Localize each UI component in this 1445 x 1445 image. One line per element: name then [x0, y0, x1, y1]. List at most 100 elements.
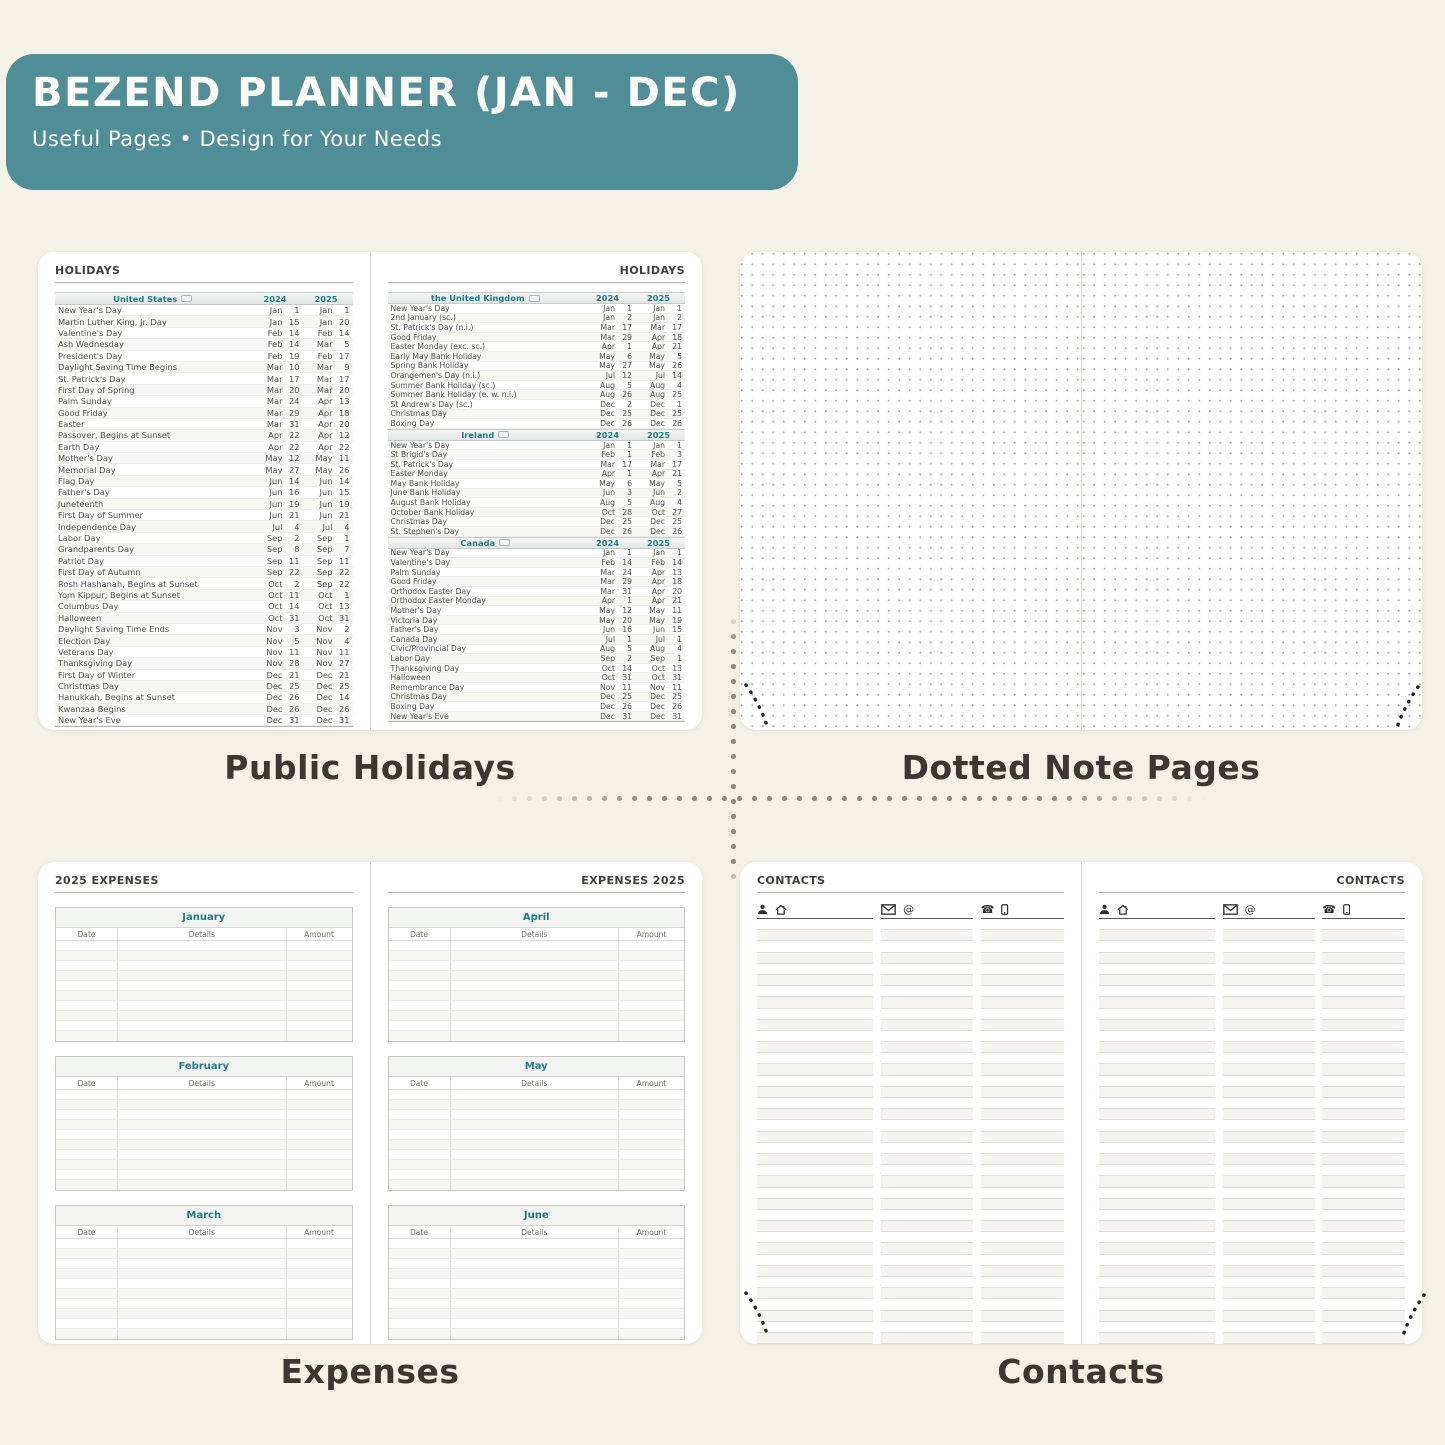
holiday-row: Hanukkah, Begins at Sunset Dec 26 Dec 14	[55, 692, 353, 704]
holiday-day-2025: 1	[677, 399, 682, 409]
contact-line	[1222, 1064, 1315, 1076]
expense-cell	[619, 1031, 684, 1041]
expense-cell	[56, 1001, 119, 1010]
holiday-row: Orthodox Easter Monday Apr 1 Apr 21	[387, 596, 685, 607]
contact-line	[1222, 1076, 1315, 1087]
holiday-month-2025: Jan	[319, 305, 333, 316]
holiday-name: Father's Day	[58, 487, 110, 498]
holiday-year-2025: 2025	[646, 293, 671, 303]
holiday-name: Labor Day	[390, 653, 430, 663]
holiday-day-2024: 31	[622, 711, 632, 721]
holiday-month-2025: Apr	[651, 469, 665, 479]
contact-line	[980, 952, 1064, 964]
contact-line	[1322, 1198, 1405, 1210]
holiday-day-2024: 2	[627, 313, 632, 323]
mail-icon	[881, 904, 896, 915]
holiday-day-2024: 1	[627, 450, 632, 460]
contacts-spread: CONTACTS @ ☎ CONTACTS @ ☎	[740, 862, 1422, 1344]
holiday-day-2024: 6	[627, 478, 632, 488]
caption-dotted-note-pages: Dotted Note Pages	[901, 748, 1261, 787]
region-flag-icon	[181, 295, 193, 302]
expense-row	[56, 1130, 352, 1140]
holiday-day-2024: 5	[294, 635, 300, 646]
holiday-month-2024: Apr	[601, 342, 615, 352]
expense-column-header: Amount	[636, 1228, 667, 1237]
expense-row	[56, 1259, 352, 1269]
contact-line	[1222, 1109, 1315, 1121]
holiday-day-2024: 2	[627, 653, 632, 663]
expense-row	[56, 1329, 352, 1339]
expense-cell	[287, 1170, 352, 1179]
holiday-region-label: the United Kingdom	[430, 293, 525, 303]
holiday-row: St Brigid's Day Feb 1 Feb 3	[387, 450, 685, 460]
holiday-month-2024: Nov	[266, 624, 283, 635]
contact-line	[1222, 964, 1315, 975]
expense-cell	[287, 1150, 352, 1159]
holiday-day-2024: 22	[288, 430, 300, 441]
title-rule	[55, 282, 353, 283]
holiday-day-2025: 21	[338, 510, 350, 521]
holiday-month-2025: Jan	[653, 440, 665, 450]
contact-line	[757, 974, 874, 987]
expense-row	[388, 1329, 684, 1339]
contact-line	[1222, 1288, 1315, 1300]
contact-line	[881, 1098, 974, 1110]
expense-header-row: Date Details Amount	[388, 1077, 684, 1090]
holiday-row: Father's Day Jun 16 Jun 15	[55, 487, 353, 499]
expense-row	[388, 991, 684, 1001]
contact-line	[757, 941, 874, 953]
holiday-month-2025: Sep	[316, 533, 333, 543]
mobile-icon	[1343, 904, 1351, 915]
holiday-month-2024: Sep	[600, 653, 616, 663]
holiday-day-2024: 1	[627, 440, 632, 450]
holiday-day-2024: 5	[627, 380, 632, 390]
expense-row	[56, 1110, 352, 1120]
holiday-month-2024: Dec	[600, 418, 615, 428]
contact-line	[1222, 1265, 1315, 1277]
contact-line	[980, 1076, 1064, 1087]
holiday-name: Early May Bank Holiday	[390, 351, 482, 361]
holiday-day-2025: 5	[677, 478, 682, 488]
expense-cell	[118, 1120, 287, 1129]
holiday-day-2025: 26	[338, 464, 350, 475]
holiday-day-2025: 11	[672, 606, 682, 616]
contact-line	[881, 1198, 974, 1210]
contact-line	[1222, 986, 1315, 998]
contact-line	[1098, 1221, 1215, 1233]
contact-line	[980, 1299, 1064, 1311]
expense-cell	[619, 981, 684, 990]
expense-cell	[389, 1130, 451, 1139]
holiday-day-2025: 4	[344, 635, 350, 646]
expense-month-name: January	[56, 908, 352, 928]
holiday-row: Memorial Day May 27 May 26	[55, 464, 353, 476]
holiday-day-2024: 26	[288, 692, 300, 703]
contact-line	[881, 1232, 974, 1244]
contact-line	[881, 1019, 974, 1031]
holiday-region-name: the United Kingdom	[388, 293, 584, 303]
expense-cell	[619, 961, 684, 970]
holiday-name: June Bank Holiday	[390, 488, 461, 498]
expense-cell	[451, 1160, 619, 1169]
contact-line	[881, 952, 974, 964]
contact-line	[1098, 964, 1215, 975]
holiday-month-2025: Jul	[322, 521, 333, 532]
expense-cell	[619, 1100, 684, 1109]
expense-cell	[287, 1249, 352, 1258]
expense-cell	[619, 1130, 684, 1139]
holiday-region-name: United States	[55, 294, 251, 304]
holiday-month-2025: Mar	[316, 384, 333, 395]
holiday-month-2024: Jun	[602, 625, 615, 635]
holiday-day-2024: 17	[622, 322, 632, 332]
holiday-month-2025: Sep	[650, 653, 666, 663]
holiday-day-2024: 28	[288, 658, 300, 669]
title-rule	[387, 892, 685, 893]
holiday-day-2025: 11	[672, 682, 682, 692]
holiday-day-2024: 29	[622, 332, 632, 342]
contact-line	[1098, 1322, 1215, 1333]
contact-line	[1322, 1086, 1405, 1098]
region-flag-icon	[499, 539, 511, 547]
expense-cell	[451, 971, 619, 980]
expense-cell	[56, 981, 119, 990]
contact-line	[757, 1198, 874, 1210]
expense-cell	[389, 991, 451, 1000]
